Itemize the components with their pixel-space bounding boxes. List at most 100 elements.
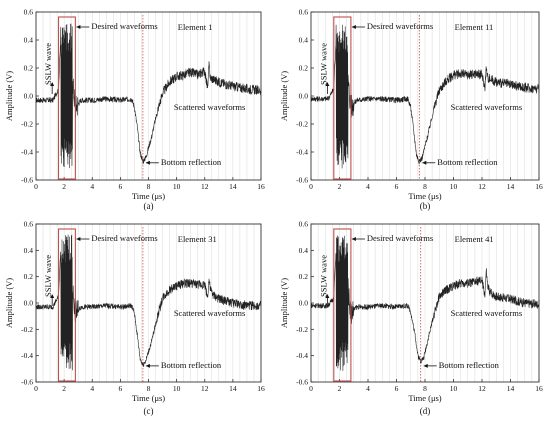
element-label: Element 11 <box>455 22 494 32</box>
desired-arrow-head <box>351 237 356 241</box>
x-tick-label: 16 <box>257 384 265 393</box>
sslw-arrow-head <box>50 82 55 86</box>
y-tick-label: 0.4 <box>299 36 309 45</box>
bottom-reflection-label: Bottom reflection <box>439 360 500 370</box>
x-tick-label: 0 <box>34 182 38 191</box>
y-tick-label: 0.6 <box>299 220 309 229</box>
bottom-reflection-label: Bottom reflection <box>161 360 222 370</box>
bottom-reflection-label: Bottom reflection <box>161 157 222 167</box>
x-tick-label: 14 <box>229 182 237 191</box>
x-tick-label: 8 <box>423 182 427 191</box>
bottom-reflection-arrow-head <box>145 363 150 368</box>
y-tick-label: -0.4 <box>296 148 308 157</box>
x-tick-label: 2 <box>62 182 66 191</box>
panel-caption: (a) <box>144 201 154 211</box>
x-tick-label: 16 <box>257 182 265 191</box>
y-axis-label: Amplitude (V) <box>279 71 289 121</box>
x-tick-label: 10 <box>450 182 458 191</box>
y-tick-label: -0.6 <box>296 378 308 387</box>
desired-arrow-head <box>76 237 81 241</box>
x-tick-label: 2 <box>62 384 66 393</box>
x-tick-label: 6 <box>119 384 123 393</box>
sslw-wave-label: SSLW wave <box>43 255 53 297</box>
y-tick-label: 0.0 <box>299 92 309 101</box>
waveform-trace <box>35 234 262 371</box>
x-tick-label: 8 <box>147 182 151 191</box>
x-tick-label: 4 <box>366 384 370 393</box>
y-tick-label: -0.6 <box>21 176 33 185</box>
x-tick-label: 8 <box>147 384 151 393</box>
scattered-waveforms-label: Scattered waveforms <box>174 308 246 318</box>
waveform-trace <box>310 235 540 371</box>
waveform-trace <box>310 24 540 169</box>
x-axis-label: Time (μs) <box>132 191 165 201</box>
x-tick-label: 8 <box>423 384 427 393</box>
chart-panel-1: 0 2 4 6 8 10 12 14 16 -0.6 -0.4 -0.2 0.0 0.2 0.4 0.6 Tim… <box>279 8 543 212</box>
y-tick-label: -0.2 <box>296 120 308 129</box>
y-tick-label: -0.2 <box>21 325 33 334</box>
x-tick-label: 4 <box>90 384 94 393</box>
x-tick-label: 6 <box>395 384 399 393</box>
x-tick-label: 14 <box>507 384 515 393</box>
element-label: Element 31 <box>178 234 217 244</box>
bottom-reflection-arrow-head <box>145 160 150 165</box>
y-tick-label: 0.6 <box>24 220 34 229</box>
x-tick-label: 2 <box>338 182 342 191</box>
x-tick-label: 0 <box>309 384 313 393</box>
x-tick-label: 16 <box>535 182 543 191</box>
bottom-reflection-arrow-head <box>423 363 428 368</box>
y-tick-label: 0.2 <box>299 64 309 73</box>
y-tick-label: 0.4 <box>299 246 309 255</box>
desired-waveforms-label: Desired waveforms <box>367 233 433 243</box>
y-tick-label: -0.4 <box>296 351 308 360</box>
y-tick-label: 0.6 <box>24 8 34 17</box>
sslw-arrow-head <box>325 82 330 86</box>
y-tick-label: -0.6 <box>296 176 308 185</box>
scattered-waveforms-label: Scattered waveforms <box>174 102 246 112</box>
bottom-reflection-arrow-head <box>422 160 427 165</box>
desired-waveforms-label: Desired waveforms <box>367 21 433 31</box>
y-tick-label: 0.2 <box>299 272 309 281</box>
y-tick-label: -0.4 <box>21 351 33 360</box>
y-tick-label: 0.0 <box>24 299 34 308</box>
x-tick-label: 6 <box>119 182 123 191</box>
chart-panel-2: 0 2 4 6 8 10 12 14 16 -0.6 -0.4 -0.2 0.0 0.2 0.4 0.6 Tim… <box>4 220 265 417</box>
x-tick-label: 10 <box>173 384 181 393</box>
y-tick-label: -0.2 <box>21 120 33 129</box>
element-label: Element 1 <box>178 22 213 32</box>
y-tick-label: 0.2 <box>24 64 34 73</box>
x-tick-label: 16 <box>535 384 543 393</box>
y-tick-label: 0.0 <box>299 299 309 308</box>
x-tick-label: 12 <box>478 182 486 191</box>
y-axis-label: Amplitude (V) <box>279 278 289 328</box>
desired-arrow-head <box>351 25 356 29</box>
scattered-waveforms-label: Scattered waveforms <box>451 308 523 318</box>
y-tick-label: 0.2 <box>24 272 34 281</box>
x-tick-label: 4 <box>366 182 370 191</box>
y-tick-label: 0.0 <box>24 92 34 101</box>
element-label: Element 41 <box>455 234 494 244</box>
x-tick-label: 12 <box>478 384 486 393</box>
sslw-arrow-head <box>50 294 55 298</box>
y-axis-label: Amplitude (V) <box>4 71 14 121</box>
x-tick-label: 12 <box>201 384 209 393</box>
x-tick-label: 14 <box>229 384 237 393</box>
y-tick-label: 0.4 <box>24 36 34 45</box>
panel-caption: (c) <box>144 406 154 416</box>
y-tick-label: -0.2 <box>296 325 308 334</box>
panel-caption: (b) <box>420 201 431 211</box>
x-axis-label: Time (μs) <box>408 191 441 201</box>
y-axis-label: Amplitude (V) <box>4 278 14 328</box>
bottom-reflection-label: Bottom reflection <box>437 157 498 167</box>
sslw-wave-label: SSLW wave <box>318 43 328 85</box>
x-axis-label: Time (μs) <box>132 393 165 403</box>
x-tick-label: 6 <box>395 182 399 191</box>
panel-caption: (d) <box>420 406 431 416</box>
x-tick-label: 12 <box>201 182 209 191</box>
waveform-trace <box>35 23 262 169</box>
sslw-arrow-head <box>325 294 330 298</box>
y-tick-label: -0.4 <box>21 148 33 157</box>
desired-waveforms-label: Desired waveforms <box>91 21 157 31</box>
y-tick-label: -0.6 <box>21 378 33 387</box>
